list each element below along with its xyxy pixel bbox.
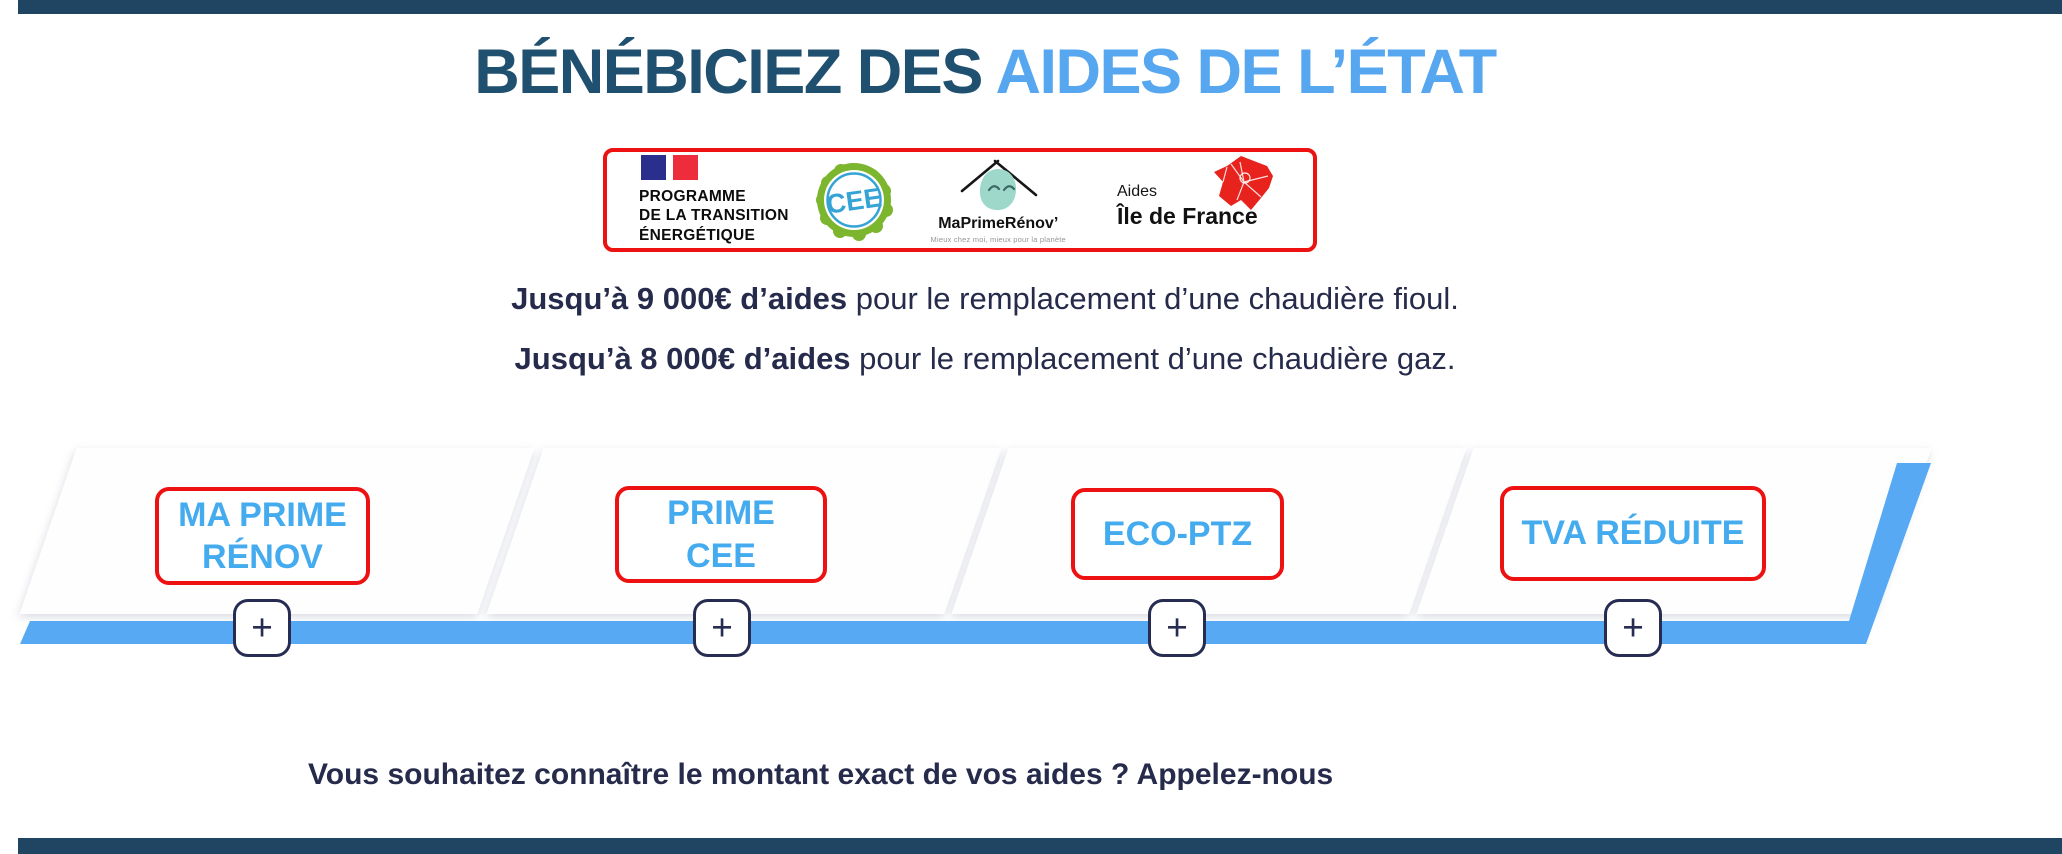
maprimerenov-tagline: Mieux chez moi, mieux pour la planète [930, 234, 1066, 244]
intro-line-gaz-rest: pour le remplacement d’une chaudière gaz… [850, 341, 1456, 376]
page-title: BÉNÉBICIEZ DES AIDES DE L’ÉTAT [0, 36, 1970, 108]
expand-button-eco-ptz[interactable]: + [1148, 599, 1206, 657]
intro-line-fioul-rest: pour le remplacement d’une chaudière fio… [847, 281, 1459, 316]
programme-line1: PROGRAMME [639, 187, 746, 205]
aid-label-eco-ptz[interactable]: ECO-PTZ [1071, 488, 1284, 580]
idf-aides-label: Aides [1117, 183, 1158, 200]
expand-button-prime-cee[interactable]: + [693, 599, 751, 657]
plus-icon: + [711, 607, 733, 648]
flag-blue-square [641, 154, 666, 180]
cee-seal-icon: CEE [815, 163, 893, 241]
aid-label-line2: RÉNOV [202, 538, 323, 576]
maprimerenov-logo: MaPrimeRénov’ Mieux chez moi, mieux pour… [918, 157, 1078, 244]
idf-region-label: Île de France [1117, 203, 1258, 229]
aid-label-ma-prime-renov[interactable]: MA PRIME RÉNOV [155, 487, 370, 585]
maprimerenov-house-icon [960, 159, 1038, 210]
aid-label-line2: CEE [686, 536, 756, 575]
aid-label-prime-cee[interactable]: PRIME CEE [615, 486, 827, 583]
cta-text: Vous souhaitez connaître le montant exac… [308, 758, 1334, 791]
expand-button-ma-prime-renov[interactable]: + [233, 599, 291, 657]
bottom-divider-bar [18, 838, 2062, 854]
partner-logos-box: PROGRAMME DE LA TRANSITION ÉNERGÉTIQUE C… [603, 148, 1317, 252]
intro-line-gaz-amount: Jusqu’à 8 000€ d’aides [514, 341, 851, 376]
maprimerenov-wordmark: MaPrimeRénov’ [938, 214, 1059, 232]
intro-line-gaz: Jusqu’à 8 000€ d’aides pour le remplacem… [0, 341, 1970, 377]
french-flag-icon [641, 154, 789, 180]
aid-label-tva-reduite[interactable]: TVA RÉDUITE [1500, 486, 1766, 581]
aid-label-line1: ECO-PTZ [1102, 514, 1253, 553]
aid-label-line1: MA PRIME [178, 495, 347, 534]
programme-transition-energetique-logo: PROGRAMME DE LA TRANSITION ÉNERGÉTIQUE [639, 154, 789, 245]
flag-red-square [673, 154, 698, 180]
aides-ile-de-france-logo: Aides Île de France [1103, 151, 1281, 249]
page-title-dark-part: BÉNÉBICIEZ DES [474, 37, 996, 107]
ile-de-france-map-icon [1214, 156, 1273, 210]
programme-line3: ÉNERGÉTIQUE [639, 226, 756, 244]
top-divider-bar [18, 0, 2062, 14]
intro-line-fioul: Jusqu’à 9 000€ d’aides pour le remplacem… [0, 281, 1970, 317]
page-title-light-part: AIDES DE L’ÉTAT [995, 37, 1498, 107]
timeline-blue-bar [20, 463, 1931, 644]
programme-line2: DE LA TRANSITION [639, 207, 789, 225]
plus-icon: + [1166, 607, 1188, 648]
aid-label-line1: TVA RÉDUITE [1521, 514, 1745, 553]
plus-icon: + [251, 607, 273, 648]
aid-label-line1: PRIME [667, 494, 775, 532]
plus-icon: + [1622, 607, 1644, 648]
expand-button-tva-reduite[interactable]: + [1604, 599, 1662, 657]
intro-line-fioul-amount: Jusqu’à 9 000€ d’aides [511, 281, 848, 316]
